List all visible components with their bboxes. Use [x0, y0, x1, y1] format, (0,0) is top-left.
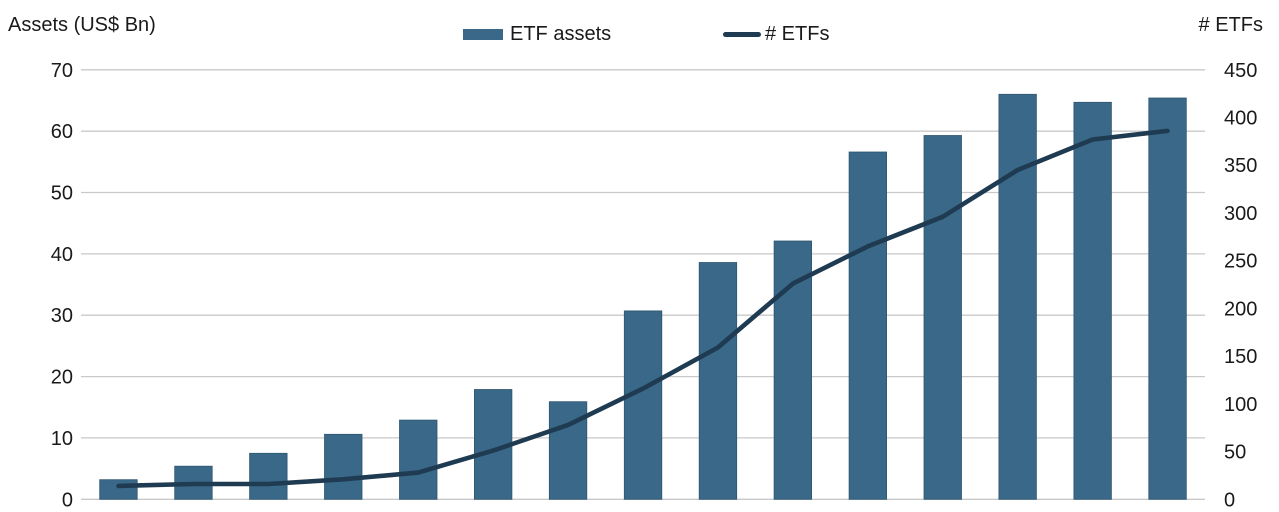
right-axis-tick-label: 200: [1224, 298, 1257, 320]
left-axis-tick-label: 40: [51, 244, 73, 266]
right-axis-title: # ETFs: [1198, 14, 1263, 36]
etf-assets-bar: [773, 240, 812, 500]
right-axis-tick-label: 250: [1224, 251, 1257, 273]
right-axis-tick-label: 150: [1224, 346, 1257, 368]
etf-assets-bar: [998, 93, 1037, 500]
left-axis-tick-label: 60: [51, 121, 73, 143]
etf-assets-bar: [399, 419, 438, 500]
right-axis-tick-label: 50: [1224, 442, 1246, 464]
etf-assets-bar: [923, 135, 962, 500]
left-axis-tick-label: 70: [51, 60, 73, 82]
etf-assets-bar: [99, 479, 138, 500]
left-axis-title: Assets (US$ Bn): [8, 14, 156, 36]
etf-assets-bar: [1073, 101, 1112, 500]
etf-assets-bar: [249, 452, 288, 500]
etf-assets-bar: [848, 151, 887, 500]
right-axis-tick-label: 0: [1224, 489, 1235, 511]
left-axis-tick-label: 50: [51, 183, 73, 205]
etf-count-line: [116, 128, 1170, 489]
left-axis-tick-label: 20: [51, 367, 73, 389]
left-axis-tick-label: 0: [62, 489, 73, 511]
etf-assets-bar: [324, 433, 363, 500]
right-axis-tick-label: 400: [1224, 108, 1257, 130]
right-axis-tick-label: 300: [1224, 203, 1257, 225]
left-axis-tick-label: 30: [51, 305, 73, 327]
etf-assets-bar: [698, 262, 738, 500]
right-axis-tick-label: 100: [1224, 394, 1257, 416]
etf-assets-bar: [623, 310, 663, 500]
right-axis-tick-label: 450: [1224, 60, 1257, 82]
left-axis-tick-label: 10: [51, 428, 73, 450]
etf-assets-bar: [1148, 97, 1187, 500]
right-axis-tick-label: 350: [1224, 155, 1257, 177]
